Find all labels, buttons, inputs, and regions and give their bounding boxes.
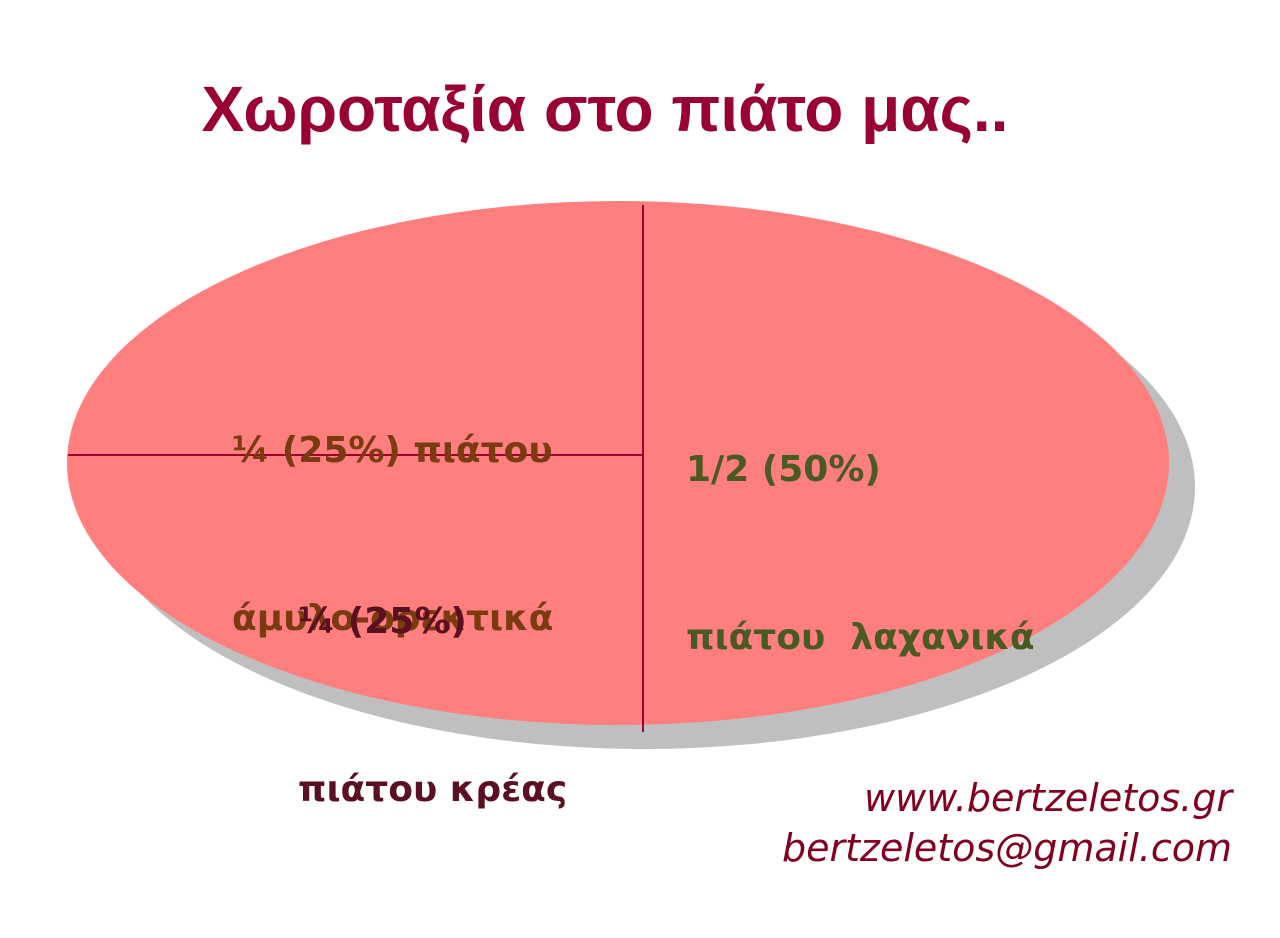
title: Χωροταξία στο πιάτο μας..	[201, 73, 1009, 145]
label-line: πιάτου κρέας	[298, 769, 568, 810]
section-label: ¼ (25%) πιάτου άμυλο-ορεκτικά	[232, 311, 553, 759]
website: www.bertzeletos.gr	[864, 776, 1232, 820]
label-line: ¼ (25%)	[298, 601, 467, 642]
plate	[67, 201, 1169, 725]
label-line: 1/2 (50%)	[686, 449, 881, 490]
label-line: ¼ (25%) πιάτου	[232, 430, 553, 471]
section-label: ¼ (25%) πιάτου κρέας	[298, 482, 567, 930]
email: bertzeletos@gmail.com	[781, 826, 1232, 870]
label-line: άμυλο-ορεκτικά	[232, 598, 554, 639]
label-line: πιάτου λαχανικά	[686, 617, 1035, 658]
section-label: 1/2 (50%) πιάτου λαχανικά	[686, 330, 1035, 778]
